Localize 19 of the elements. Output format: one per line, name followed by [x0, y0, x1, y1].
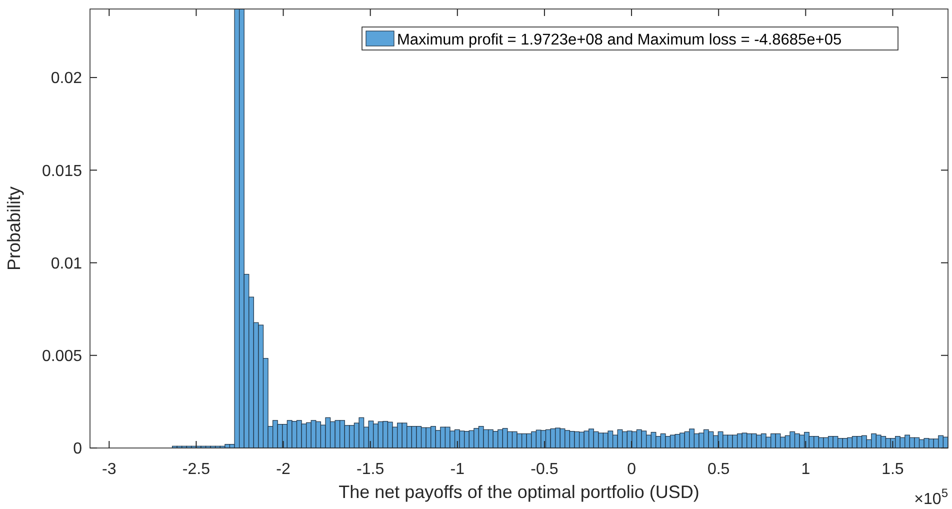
x-tick-label: -3: [102, 461, 116, 478]
x-tick-label: -2.5: [182, 461, 210, 478]
x-tick-label: -2: [276, 461, 290, 478]
x-tick-label: -1: [450, 461, 465, 478]
x-tick-label: -0.5: [530, 461, 558, 478]
x-tick-label: -1.5: [356, 461, 384, 478]
x-axis-title: The net payoffs of the optimal portfolio (USD): [338, 482, 700, 502]
legend-label: Maximum profit = 1.9723e+08 and Maximum loss = -4.8685e+05: [397, 31, 842, 48]
text: ×10$^{5}$: [914, 486, 948, 508]
x-tick-label: 1.5: [882, 461, 904, 478]
y-tick-label: 0.01: [50, 255, 82, 272]
y-tick-label: 0.02: [50, 70, 82, 88]
x-tick-label: 0: [627, 461, 636, 478]
y-tick-label: 0.005: [42, 348, 82, 365]
x-tick-label: 1: [801, 461, 810, 478]
y-tick-label: 0.015: [42, 162, 82, 180]
y-tick-label: 0: [73, 440, 82, 458]
y-axis-title: Probability: [4, 186, 24, 271]
x-tick-label: 0.5: [707, 461, 730, 478]
